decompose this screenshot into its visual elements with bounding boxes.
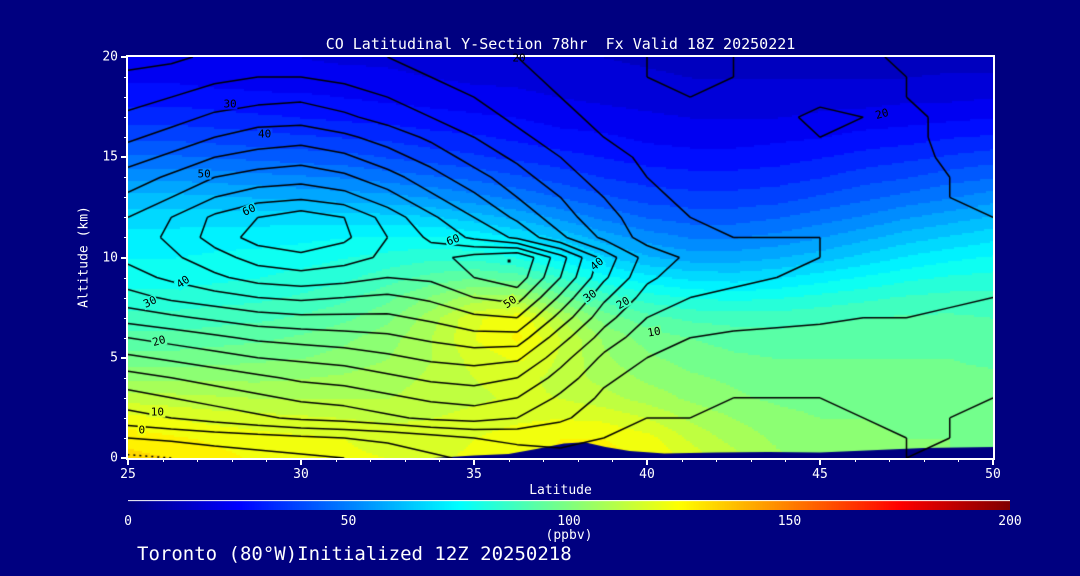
colorbar-unit-label: (ppbv)	[545, 528, 593, 543]
x-minor-tick	[335, 458, 337, 462]
colorbar-canvas	[128, 500, 1010, 510]
x-minor-tick	[439, 458, 441, 462]
x-minor-tick	[197, 458, 199, 462]
x-minor-tick	[266, 458, 268, 462]
x-tick-label: 40	[639, 467, 655, 482]
y-minor-tick	[124, 317, 128, 319]
colorbar-tick-label: 150	[777, 514, 802, 529]
y-tick-label: 10	[102, 250, 118, 265]
contour-plot-canvas	[128, 57, 993, 458]
y-tick-label: 15	[102, 149, 118, 165]
x-major-tick	[300, 458, 302, 465]
x-minor-tick	[404, 458, 406, 462]
x-tick-label: 30	[293, 467, 309, 482]
y-minor-tick	[124, 437, 128, 439]
y-minor-tick	[124, 117, 128, 119]
colorbar-tick-label: 0	[124, 514, 132, 529]
y-minor-tick	[124, 77, 128, 79]
model-init-info: Toronto (80°W)Initialized 12Z 20250218	[137, 543, 572, 565]
contour-line-label: 0	[137, 423, 147, 437]
x-axis-label: Latitude	[529, 483, 592, 498]
y-minor-tick	[124, 217, 128, 219]
x-tick-label: 25	[120, 467, 136, 482]
contour-line-label: 20	[150, 332, 168, 349]
y-minor-tick	[124, 237, 128, 239]
y-axis-label: Altitude (km)	[76, 206, 92, 308]
x-minor-tick	[612, 458, 614, 462]
colorbar-tick-label: 200	[998, 514, 1022, 529]
x-major-tick	[646, 458, 648, 465]
x-tick-label: 50	[985, 467, 1001, 482]
x-minor-tick	[231, 458, 233, 462]
x-minor-tick	[577, 458, 579, 462]
x-minor-tick	[543, 458, 545, 462]
chart-title: CO Latitudinal Y-Section 78hr Fx Valid 1…	[325, 35, 796, 53]
y-major-tick	[121, 356, 128, 359]
x-minor-tick	[716, 458, 718, 462]
y-minor-tick	[124, 417, 128, 419]
x-major-tick	[819, 458, 821, 465]
y-major-tick	[121, 56, 128, 58]
contour-line-label: 20	[512, 51, 526, 65]
x-minor-tick	[370, 458, 372, 462]
colorbar-tick-label: 100	[557, 514, 581, 529]
x-minor-tick	[508, 458, 510, 462]
colorbar-tick-label: 50	[340, 514, 357, 529]
y-minor-tick	[124, 137, 128, 139]
x-minor-tick	[854, 458, 856, 462]
y-minor-tick	[124, 277, 128, 279]
x-minor-tick	[785, 458, 787, 462]
x-major-tick	[473, 458, 475, 465]
x-major-tick	[127, 458, 129, 465]
y-major-tick	[121, 156, 128, 159]
contour-line-label: 10	[645, 324, 663, 340]
y-minor-tick	[124, 397, 128, 399]
x-tick-label: 35	[466, 467, 482, 482]
x-minor-tick	[750, 458, 752, 462]
x-minor-tick	[923, 458, 925, 462]
y-minor-tick	[124, 297, 128, 299]
y-major-tick	[121, 256, 128, 259]
x-minor-tick	[889, 458, 891, 462]
y-minor-tick	[124, 177, 128, 179]
y-minor-tick	[124, 197, 128, 199]
y-minor-tick	[124, 337, 128, 339]
contour-line-label: 30	[222, 97, 238, 111]
y-minor-tick	[124, 377, 128, 379]
x-minor-tick	[681, 458, 683, 462]
contour-line-label: 40	[257, 127, 273, 141]
y-major-tick	[121, 457, 128, 459]
contour-line-label: 50	[196, 167, 212, 181]
y-tick-label: 20	[102, 49, 118, 65]
x-major-tick	[992, 458, 994, 465]
x-tick-label: 45	[812, 467, 828, 482]
x-minor-tick	[162, 458, 164, 462]
y-tick-label: 5	[110, 350, 118, 366]
y-minor-tick	[124, 97, 128, 99]
contour-line-label: 10	[149, 405, 166, 419]
x-minor-tick	[958, 458, 960, 462]
y-tick-label: 0	[110, 450, 118, 466]
